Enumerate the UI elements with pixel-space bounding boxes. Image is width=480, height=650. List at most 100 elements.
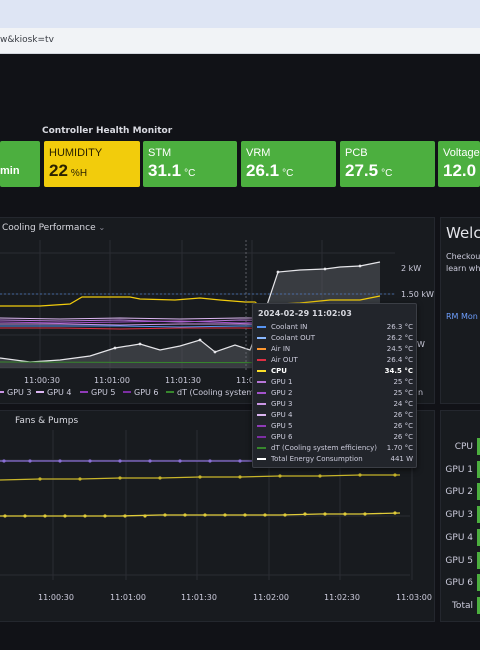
stat-tile-humidity[interactable]: HUMIDITY 22 %H <box>44 141 140 187</box>
tooltip-row: dT (Cooling system efficiency) 1.70 °C <box>257 443 413 454</box>
series-swatch <box>257 425 266 427</box>
cooling-panel-title-menu[interactable]: Cooling Performance ⌄ <box>2 223 105 233</box>
series-swatch <box>257 458 266 460</box>
bar-gauge <box>477 574 480 592</box>
stat-value: 31.1 <box>148 161 182 180</box>
chevron-down-icon: ⌄ <box>98 223 106 232</box>
series-swatch <box>257 436 266 438</box>
x-tick-label: 11:02:00 <box>253 593 289 602</box>
tooltip-row: GPU 2 25 °C <box>257 388 413 399</box>
series-swatch <box>257 414 266 416</box>
tooltip-row: GPU 6 26 °C <box>257 432 413 443</box>
bar-gauge <box>477 551 480 569</box>
tooltip-series-value: 1.70 °C <box>386 444 413 452</box>
address-text[interactable]: w&kiosk=tv <box>0 35 54 45</box>
welcome-link[interactable]: RM Mon <box>446 312 478 321</box>
bar-label: GPU 3 <box>445 510 473 521</box>
tooltip-series-value: 25 °C <box>393 389 413 397</box>
x-tick-label: 11:01:00 <box>110 593 146 602</box>
tooltip-series-name: GPU 5 <box>271 422 293 430</box>
legend-item: GPU 6 <box>134 388 159 397</box>
tooltip-series-value: 26 °C <box>393 411 413 419</box>
series-swatch <box>257 381 266 383</box>
browser-tab-strip <box>0 0 480 28</box>
series-swatch <box>257 348 266 350</box>
browser-address-bar[interactable]: w&kiosk=tv <box>0 28 480 54</box>
stat-tile-pcb[interactable]: PCB 27.5 °C <box>340 141 435 187</box>
x-tick-label: 11:01:30 <box>181 593 217 602</box>
tooltip-time: 2024-02-29 11:02:03 <box>258 309 352 318</box>
tooltip-series-name: Air OUT <box>271 356 298 364</box>
series-swatch <box>257 392 266 394</box>
tooltip-row: Total Energy Consumption 441 W <box>257 454 413 465</box>
welcome-text: learn wh <box>446 264 480 273</box>
tooltip-row: GPU 5 26 °C <box>257 421 413 432</box>
series-cpu <box>0 295 381 309</box>
tooltip-series-name: GPU 4 <box>271 411 293 419</box>
bar-gauge <box>477 596 480 614</box>
series-swatch <box>257 326 266 328</box>
x-tick-label: 11:01:00 <box>94 376 130 385</box>
temperature-bars-panel <box>440 410 480 622</box>
series-fan-2 <box>0 512 401 517</box>
tooltip-row: GPU 4 26 °C <box>257 410 413 421</box>
bar-gauge <box>477 483 480 501</box>
legend-item: GPU 4 <box>47 388 72 397</box>
fans-chart[interactable]: 11:00:30 11:01:00 11:01:30 11:02:00 11:0… <box>0 430 435 610</box>
x-tick-label: 11:00:30 <box>24 376 60 385</box>
tooltip-series-value: 26.3 °C <box>386 323 413 331</box>
stat-value: 12.0 <box>443 161 477 180</box>
stat-partial-unit: min <box>0 165 20 177</box>
bar-gauge <box>477 506 480 524</box>
tooltip-series-name: Total Energy Consumption <box>271 455 363 463</box>
tooltip-series-name: GPU 3 <box>271 400 293 408</box>
stat-tile-voltage[interactable]: Voltage 12.0 <box>438 141 480 187</box>
bar-gauge <box>477 528 480 546</box>
bar-label: GPU 1 <box>445 464 473 475</box>
legend-item: n <box>418 388 423 397</box>
tooltip-series-name: GPU 2 <box>271 389 293 397</box>
bar-label: GPU 2 <box>445 487 473 498</box>
tooltip-series-value: 24.5 °C <box>386 345 413 353</box>
bar-label: GPU 6 <box>445 578 473 589</box>
stat-label: VRM <box>246 147 271 159</box>
series-swatch <box>257 403 266 405</box>
x-tick-label: 11:00:30 <box>38 593 74 602</box>
tooltip-row: Air OUT 26.4 °C <box>257 355 413 366</box>
tooltip-series-name: GPU 1 <box>271 378 293 386</box>
x-tick-label: 11:02:30 <box>324 593 360 602</box>
tooltip-series-value: 441 W <box>390 455 413 463</box>
tooltip-series-value: 25 °C <box>393 378 413 386</box>
health-section-title: Controller Health Monitor <box>42 126 173 136</box>
stat-tile-vrm[interactable]: VRM 26.1 °C <box>241 141 336 187</box>
tooltip-series-name: Air IN <box>271 345 291 353</box>
tooltip-series-name: Coolant IN <box>271 323 308 331</box>
welcome-title: Welco <box>446 224 480 242</box>
right-axis-label: 2 kW <box>401 264 421 273</box>
bar-gauge <box>477 438 480 455</box>
stat-tile-stm[interactable]: STM 31.1 °C <box>143 141 237 187</box>
legend-item: GPU 5 <box>91 388 116 397</box>
x-tick-label: 11:01:30 <box>165 376 201 385</box>
chart-tooltip: 2024-02-29 11:02:03 Coolant IN 26.3 °C Coo… <box>252 303 417 468</box>
legend-item: GPU 3 <box>7 388 32 397</box>
tooltip-series-value: 26 °C <box>393 422 413 430</box>
fans-panel-title[interactable]: Fans & Pumps <box>15 416 79 426</box>
stat-label: PCB <box>345 147 368 159</box>
stat-unit: °C <box>381 168 393 179</box>
x-tick-label: 11:0 <box>236 376 254 385</box>
tooltip-row: GPU 3 24 °C <box>257 399 413 410</box>
stat-tile-partial[interactable]: min <box>0 141 40 187</box>
tooltip-row: Air IN 24.5 °C <box>257 344 413 355</box>
stat-value: 22 <box>49 161 68 180</box>
tooltip-row: Coolant OUT 26.2 °C <box>257 333 413 344</box>
stat-label: Voltage <box>443 147 480 159</box>
welcome-text: Checkou <box>446 252 480 261</box>
stat-unit: °C <box>184 168 196 179</box>
bar-label: CPU <box>454 442 473 452</box>
stat-label: STM <box>148 147 172 159</box>
bar-label: Total <box>451 600 473 611</box>
bar-label: GPU 5 <box>445 555 473 566</box>
right-axis-label: 1.50 kW <box>401 290 434 299</box>
